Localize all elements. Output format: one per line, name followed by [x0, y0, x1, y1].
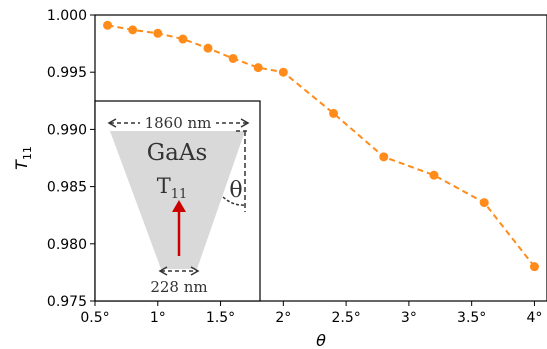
- waveguide-trapezoid: [110, 131, 245, 269]
- data-point: [103, 20, 113, 30]
- mode-arrowhead: [172, 200, 186, 212]
- data-point: [228, 53, 238, 63]
- angle-label: θ: [229, 178, 242, 203]
- data-point: [429, 170, 439, 180]
- bottom-width-label: 228 nm: [150, 278, 207, 296]
- top-width-label-bg: [140, 113, 216, 131]
- x-tick-label: 1°: [150, 310, 166, 326]
- x-axis-title: θ: [316, 331, 326, 349]
- data-point: [153, 28, 163, 38]
- data-point: [379, 152, 389, 162]
- x-tick-label: 2.5°: [331, 310, 360, 326]
- top-width-arrowhead-right: [240, 118, 250, 128]
- data-point: [203, 43, 213, 53]
- data-point: [529, 262, 539, 272]
- angle-arc: [222, 196, 246, 206]
- top-width-label: 1860 nm: [145, 114, 212, 132]
- bottom-width-arrowhead-left: [158, 266, 168, 276]
- y-tick-label: 1.000: [47, 8, 87, 24]
- axes-layer: 0.5° 1° 1.5° 2° 2.5° 3° 3.5° 4° 0.975 0.980 0.985 0…: [47, 8, 547, 326]
- x-tick-label: 0.5°: [80, 310, 109, 326]
- data-point: [278, 67, 288, 77]
- series-layer: [103, 20, 539, 272]
- y-tick-label: 0.975: [47, 294, 87, 310]
- bottom-width-arrowhead-right: [190, 266, 200, 276]
- inset-schematic: 1860 nm GaAs T11 θ 228 nm: [94, 100, 261, 302]
- data-point: [329, 108, 339, 118]
- data-point: [479, 198, 489, 208]
- x-tick-label: 3°: [401, 310, 417, 326]
- x-tick-label: 3.5°: [457, 310, 486, 326]
- y-tick-label: 0.980: [47, 237, 87, 253]
- mode-label: T11: [157, 174, 188, 202]
- y-axis-title: T11: [12, 146, 34, 170]
- data-point: [253, 63, 263, 73]
- data-point: [128, 25, 138, 35]
- data-point: [178, 34, 188, 44]
- y-tick-label: 0.985: [47, 180, 87, 196]
- top-width-arrowhead-left: [107, 118, 117, 128]
- material-label: GaAs: [147, 140, 208, 166]
- x-tick-label: 4°: [526, 310, 542, 326]
- x-tick-label: 2°: [275, 310, 291, 326]
- y-tick-label: 0.995: [47, 65, 87, 81]
- y-tick-label: 0.990: [47, 122, 87, 138]
- x-tick-label: 1.5°: [206, 310, 235, 326]
